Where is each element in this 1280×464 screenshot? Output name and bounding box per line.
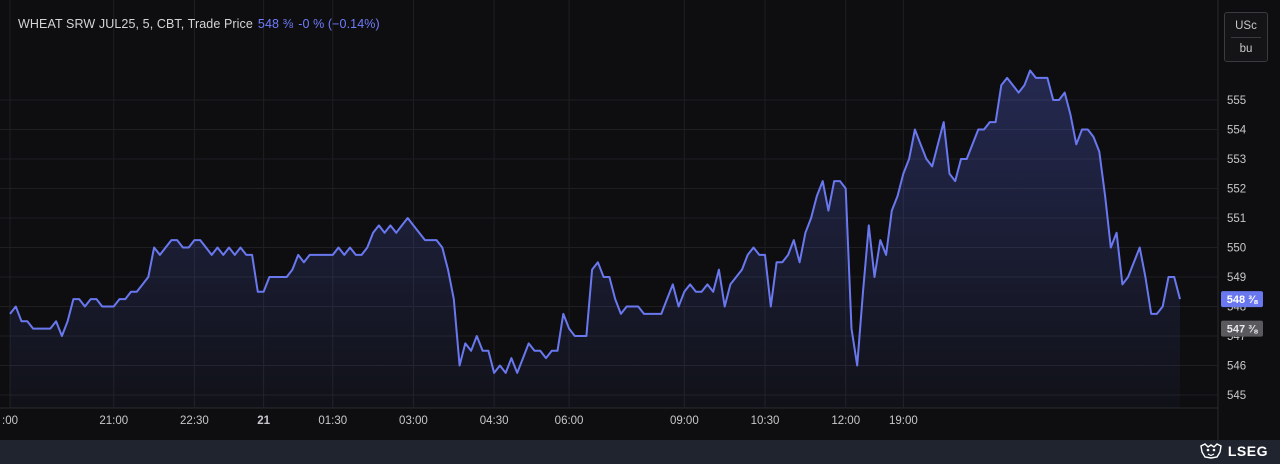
x-tick-label: 22:30 bbox=[180, 415, 209, 427]
x-tick-label: 12:00 bbox=[831, 415, 860, 427]
x-tick-label: 19:00 bbox=[889, 415, 918, 427]
y-tick-label: 555 bbox=[1227, 95, 1246, 107]
last-price-badge: 548 ⅜ bbox=[1221, 291, 1263, 308]
y-tick-label: 552 bbox=[1227, 184, 1246, 196]
chart-legend: WHEAT SRW JUL25, 5, CBT, Trade Price 548 … bbox=[18, 17, 380, 31]
y-tick-label: 550 bbox=[1227, 243, 1246, 255]
y-tick-label: 549 bbox=[1227, 272, 1246, 284]
y-tick-label: 551 bbox=[1227, 213, 1246, 225]
x-tick-label: 21:00 bbox=[99, 415, 128, 427]
y-tick-label: 546 bbox=[1227, 361, 1246, 373]
price-change: -0 % (−0.14%) bbox=[298, 17, 380, 31]
chart-canvas[interactable]: :00 21:00 22:30 21 01:30 03:00 04:30 06:00 09:00… bbox=[0, 0, 1280, 440]
prev-close-badge: 547 ⅜ bbox=[1221, 320, 1263, 337]
x-tick-label: 21 bbox=[257, 415, 270, 427]
price-line bbox=[9, 69, 1181, 374]
unit-divider bbox=[1231, 37, 1261, 38]
y-tick-label: 554 bbox=[1227, 125, 1247, 137]
x-tick-label: 06:00 bbox=[555, 415, 584, 427]
last-price-badge-text: 548 ⅜ bbox=[1227, 294, 1258, 306]
y-tick-label: 545 bbox=[1227, 390, 1246, 402]
price-chart[interactable]: :00 21:00 22:30 21 01:30 03:00 04:30 06:00 09:00… bbox=[0, 0, 1280, 440]
lion-crest-icon bbox=[1200, 443, 1222, 459]
price-area bbox=[10, 70, 1180, 408]
x-tick-label: 10:30 bbox=[751, 415, 780, 427]
unit-measure: bu bbox=[1239, 43, 1253, 55]
brand-logo: LSEG bbox=[1199, 443, 1268, 459]
instrument-name: WHEAT SRW JUL25, 5, CBT, Trade Price bbox=[18, 17, 253, 31]
x-tick-label: 03:00 bbox=[399, 415, 428, 427]
last-price: 548 ⅜ bbox=[257, 17, 294, 31]
x-tick-label: 04:30 bbox=[480, 415, 509, 427]
x-axis: :00 21:00 22:30 21 01:30 03:00 04:30 06:00 09:00… bbox=[2, 415, 918, 427]
axis-unit-button[interactable]: USc bu bbox=[1224, 12, 1268, 62]
y-tick-label: 553 bbox=[1227, 154, 1246, 166]
x-tick-label: 01:30 bbox=[318, 415, 347, 427]
unit-currency: USc bbox=[1235, 20, 1257, 32]
prev-close-badge-text: 547 ⅜ bbox=[1227, 324, 1258, 336]
brand-name: LSEG bbox=[1227, 443, 1268, 459]
footer-bar: LSEG bbox=[0, 440, 1280, 464]
x-tick-label: :00 bbox=[2, 415, 18, 427]
x-tick-label: 09:00 bbox=[670, 415, 699, 427]
